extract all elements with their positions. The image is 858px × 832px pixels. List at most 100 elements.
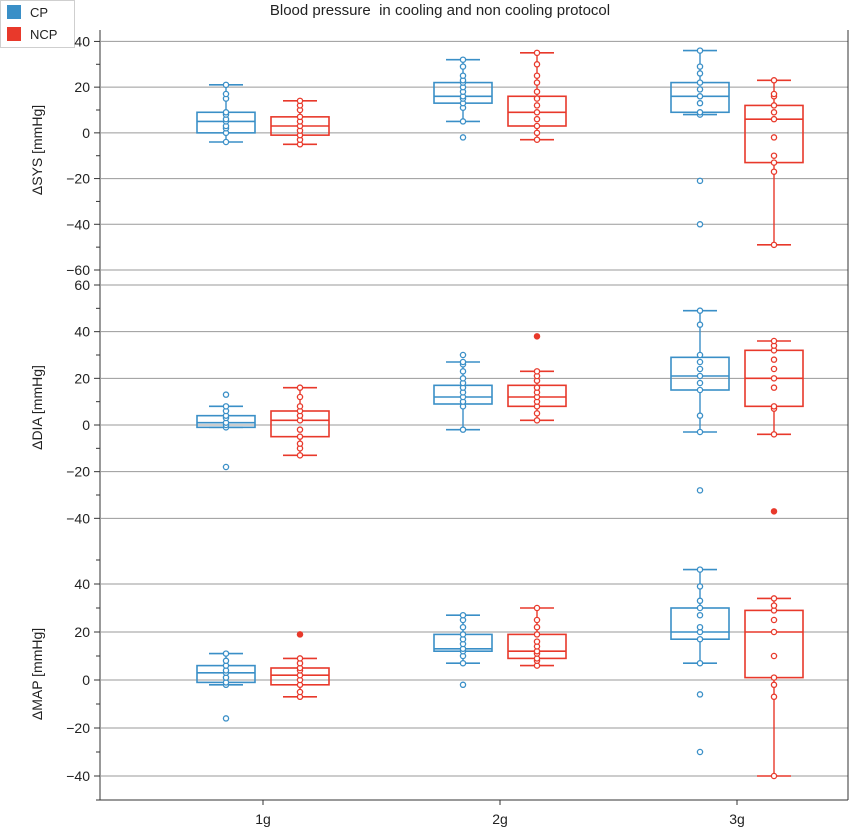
data-point-ncp-2g: [533, 368, 541, 375]
y-tick-label: 40: [74, 576, 90, 592]
x-tick-label: 3g: [729, 811, 745, 827]
data-point-ncp-3g: [770, 772, 778, 780]
data-point-ncp-3g: [770, 602, 778, 609]
y-tick-label: −40: [66, 510, 90, 526]
data-point-ncp-3g: [770, 595, 778, 602]
y-tick-label: 60: [74, 277, 90, 293]
data-point-cp-2g: [459, 426, 467, 433]
data-point-ncp-2g: [533, 109, 541, 116]
data-point-cp-3g: [696, 79, 704, 86]
data-point-ncp-2g: [533, 333, 541, 340]
data-point-ncp-3g: [770, 384, 778, 391]
x-tick-label: 1g: [255, 811, 271, 827]
data-point-cp-1g: [222, 403, 230, 410]
data-point-cp-2g: [459, 623, 467, 631]
legend-swatch-cp: [7, 5, 21, 19]
data-point-cp-3g: [696, 583, 704, 590]
y-tick-label: 0: [82, 417, 90, 433]
data-point-cp-3g: [696, 566, 704, 573]
legend-label-cp: CP: [30, 4, 49, 20]
y-tick-label: 40: [74, 324, 90, 340]
data-point-ncp-2g: [533, 417, 541, 424]
data-point-ncp-3g: [770, 168, 778, 175]
data-point-cp-2g: [459, 56, 467, 63]
data-point-ncp-3g: [770, 109, 778, 116]
y-axis-label: ΔSYS [mmHg]: [29, 105, 45, 195]
data-point-ncp-1g: [296, 452, 304, 459]
data-point-cp-3g: [696, 321, 704, 328]
data-point-cp-1g: [222, 463, 230, 471]
data-point-cp-3g: [696, 412, 704, 419]
data-point-cp-2g: [459, 659, 467, 667]
data-point-ncp-1g: [296, 631, 304, 638]
data-point-ncp-3g: [770, 681, 778, 689]
data-point-cp-3g: [696, 70, 704, 77]
legend-label-ncp: NCP: [30, 26, 58, 42]
data-point-cp-3g: [696, 623, 704, 631]
data-point-cp-3g: [696, 47, 704, 54]
data-point-ncp-3g: [770, 616, 778, 624]
data-point-cp-2g: [459, 631, 467, 638]
data-point-cp-3g: [696, 351, 704, 359]
y-tick-label: 20: [74, 624, 90, 640]
data-point-ncp-3g: [770, 375, 778, 382]
data-point-cp-1g: [222, 391, 230, 398]
data-point-ncp-2g: [533, 61, 541, 68]
data-point-ncp-3g: [770, 337, 778, 345]
data-point-cp-3g: [696, 748, 704, 756]
data-point-ncp-1g: [296, 426, 304, 433]
data-point-ncp-3g: [770, 628, 778, 636]
data-point-ncp-2g: [533, 616, 541, 624]
y-tick-label: 20: [74, 79, 90, 95]
data-point-cp-2g: [459, 351, 467, 359]
data-point-cp-3g: [696, 99, 704, 107]
data-point-cp-3g: [696, 611, 704, 619]
data-point-cp-2g: [459, 118, 467, 125]
data-point-ncp-2g: [533, 88, 541, 95]
y-tick-label: −20: [66, 464, 90, 480]
data-point-cp-3g: [696, 221, 704, 228]
data-point-cp-2g: [459, 134, 467, 141]
data-point-cp-2g: [459, 611, 467, 619]
data-point-ncp-3g: [770, 134, 778, 141]
data-point-ncp-1g: [296, 655, 304, 662]
data-point-ncp-3g: [770, 356, 778, 363]
data-point-cp-3g: [696, 691, 704, 698]
data-point-ncp-1g: [296, 688, 304, 696]
data-point-ncp-2g: [533, 623, 541, 631]
data-point-cp-2g: [459, 358, 467, 366]
data-point-ncp-3g: [770, 508, 778, 515]
data-point-cp-3g: [696, 487, 704, 494]
y-tick-label: −40: [66, 768, 90, 784]
data-point-cp-1g: [222, 109, 230, 116]
data-point-cp-2g: [459, 375, 467, 382]
data-point-ncp-1g: [296, 440, 304, 447]
y-tick-label: −60: [66, 262, 90, 278]
data-point-cp-1g: [222, 715, 230, 722]
data-point-ncp-1g: [296, 384, 304, 391]
data-point-ncp-2g: [533, 638, 541, 645]
data-point-cp-1g: [222, 81, 230, 89]
data-point-cp-3g: [696, 597, 704, 605]
data-point-ncp-3g: [770, 159, 778, 166]
y-tick-label: 40: [74, 33, 90, 49]
legend-item-ncp: NCP: [1, 23, 74, 45]
data-point-ncp-2g: [533, 49, 541, 57]
data-point-ncp-1g: [296, 393, 304, 401]
data-point-cp-3g: [696, 358, 704, 366]
data-point-ncp-3g: [770, 365, 778, 373]
data-point-ncp-3g: [770, 115, 778, 123]
x-tick-label: 2g: [492, 811, 508, 827]
data-point-cp-3g: [696, 659, 704, 667]
data-point-ncp-3g: [770, 652, 778, 660]
data-point-cp-1g: [222, 650, 230, 657]
data-point-cp-2g: [459, 368, 467, 375]
data-point-ncp-3g: [770, 403, 778, 410]
data-point-cp-3g: [696, 109, 704, 116]
y-tick-label: −20: [66, 720, 90, 736]
data-point-cp-3g: [696, 635, 704, 643]
data-point-ncp-3g: [770, 241, 778, 249]
y-tick-label: −40: [66, 216, 90, 232]
data-point-cp-1g: [222, 138, 230, 146]
